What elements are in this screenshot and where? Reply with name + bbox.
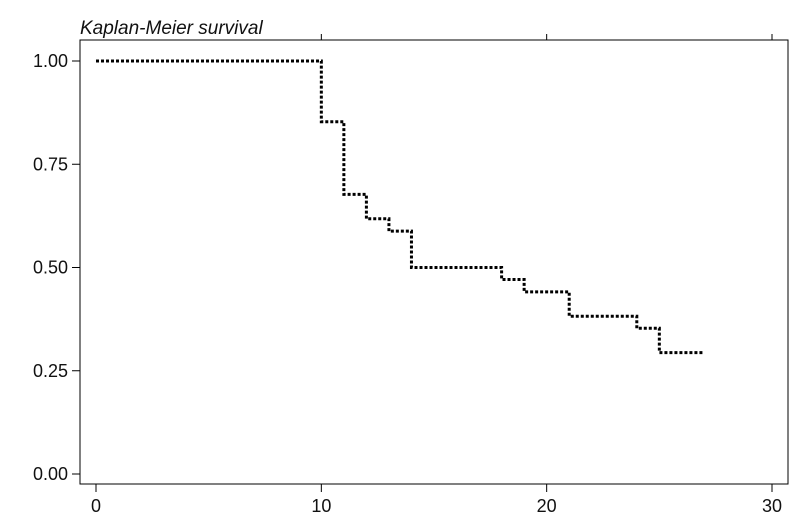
x-tick-label: 0: [91, 496, 101, 516]
y-tick-label: 1.00: [33, 51, 68, 71]
chart-title: Kaplan-Meier survival: [80, 18, 263, 39]
y-tick-label: 0.00: [33, 464, 68, 484]
y-tick-label: 0.50: [33, 258, 68, 278]
survival-step-line: [96, 59, 705, 355]
x-tick-label: 20: [537, 496, 557, 516]
x-tick-label: 10: [311, 496, 331, 516]
axis-ticks: 0.00 0.25 0.50 0.75 1.00 0 10 20 30: [33, 34, 782, 516]
y-tick-label: 0.75: [33, 154, 68, 174]
series-layer: [96, 59, 705, 355]
x-tick-label: 30: [762, 496, 782, 516]
plot-frame: [79, 39, 789, 485]
y-tick-label: 0.25: [33, 361, 68, 381]
axes: [79, 39, 789, 485]
